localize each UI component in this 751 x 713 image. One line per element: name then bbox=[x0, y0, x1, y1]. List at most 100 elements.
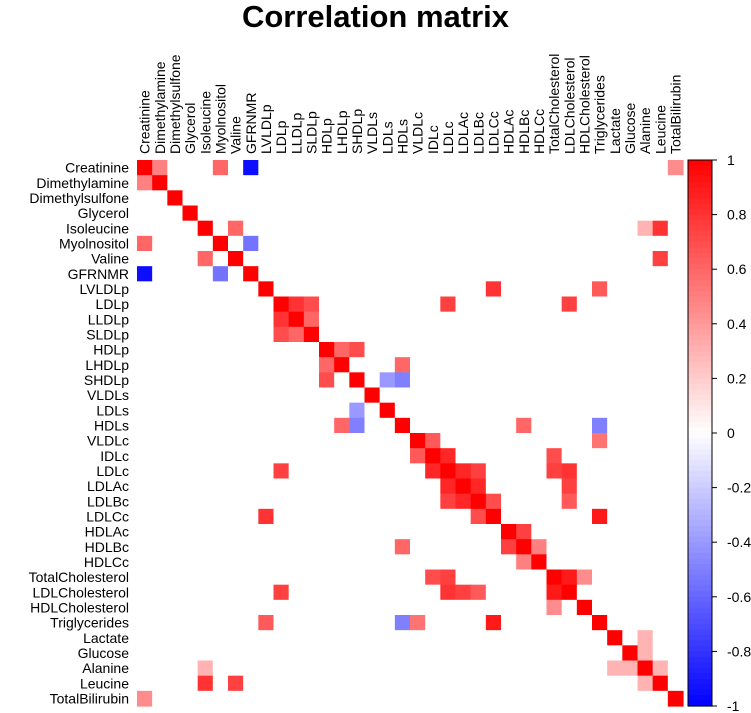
heatmap-cell bbox=[394, 645, 411, 662]
heatmap-cell bbox=[652, 281, 669, 298]
colorbar-step bbox=[688, 225, 712, 232]
heatmap-cell bbox=[182, 387, 199, 404]
heatmap-cell bbox=[243, 675, 259, 692]
heatmap-cell bbox=[394, 402, 411, 419]
heatmap-cell bbox=[364, 645, 381, 662]
heatmap-cell bbox=[546, 387, 563, 404]
heatmap-cell bbox=[592, 463, 608, 480]
heatmap-cell bbox=[592, 660, 608, 677]
heatmap-cell bbox=[137, 539, 153, 555]
heatmap-cell bbox=[197, 554, 214, 571]
heatmap-cell bbox=[379, 190, 396, 207]
heatmap-cell bbox=[440, 675, 457, 692]
heatmap-cell bbox=[273, 205, 290, 222]
heatmap-cell bbox=[622, 569, 639, 586]
colorbar-step bbox=[688, 700, 712, 707]
heatmap-cell bbox=[394, 342, 411, 358]
heatmap-cell bbox=[212, 175, 229, 191]
heatmap-cell bbox=[485, 463, 502, 480]
heatmap-cell bbox=[379, 175, 396, 191]
colorbar-step bbox=[688, 367, 712, 374]
heatmap-cell bbox=[152, 493, 168, 510]
heatmap-cell bbox=[349, 569, 366, 586]
heatmap-cell bbox=[576, 660, 593, 677]
heatmap-cell bbox=[212, 296, 229, 313]
colorbar-step bbox=[688, 542, 712, 549]
heatmap-cell bbox=[455, 417, 472, 434]
heatmap-cell bbox=[440, 205, 457, 222]
colorbar-step bbox=[688, 263, 712, 270]
heatmap-cell bbox=[228, 660, 244, 677]
heatmap-cell bbox=[637, 508, 654, 525]
heatmap-cell bbox=[243, 584, 259, 601]
colorbar-tick-label: -0.8 bbox=[727, 643, 751, 659]
heatmap-cell bbox=[197, 326, 214, 343]
heatmap-cell bbox=[531, 675, 548, 692]
heatmap-cell bbox=[592, 599, 608, 616]
heatmap-cell bbox=[667, 463, 684, 480]
heatmap-cell bbox=[243, 493, 259, 510]
heatmap-cell bbox=[243, 357, 259, 373]
heatmap-cell bbox=[455, 433, 472, 449]
row-label: Leucine bbox=[80, 675, 129, 691]
heatmap-cell bbox=[182, 433, 199, 449]
heatmap-cell bbox=[516, 281, 532, 298]
heatmap-cell bbox=[394, 372, 411, 389]
heatmap-cell bbox=[440, 584, 457, 601]
heatmap-cell bbox=[197, 220, 214, 237]
heatmap-cell bbox=[228, 524, 244, 540]
heatmap-cell bbox=[137, 433, 153, 449]
heatmap-cell bbox=[319, 205, 335, 222]
colorbar-step bbox=[688, 285, 712, 292]
heatmap-cell bbox=[182, 251, 199, 267]
column-label: VLDLc bbox=[410, 112, 426, 154]
heatmap-cell bbox=[516, 311, 532, 328]
colorbar-step bbox=[688, 247, 712, 254]
heatmap-cell bbox=[501, 569, 517, 586]
heatmap-cell bbox=[349, 554, 366, 571]
heatmap-cell bbox=[212, 417, 229, 434]
heatmap-cell bbox=[288, 326, 305, 343]
column-label: HDLAc bbox=[501, 110, 517, 154]
colorbar-step bbox=[688, 525, 712, 532]
heatmap-cell bbox=[576, 266, 593, 282]
colorbar-step bbox=[688, 509, 712, 516]
heatmap-cell bbox=[394, 190, 411, 207]
heatmap-cell bbox=[440, 311, 457, 328]
row-label: Valine bbox=[91, 251, 129, 267]
heatmap-cell bbox=[303, 433, 320, 449]
heatmap-cell bbox=[546, 357, 563, 373]
heatmap-cell bbox=[501, 372, 517, 389]
heatmap-cell bbox=[607, 448, 623, 464]
heatmap-cell bbox=[652, 190, 669, 207]
heatmap-cell bbox=[334, 160, 350, 176]
heatmap-cell bbox=[212, 160, 229, 176]
heatmap-cell bbox=[652, 675, 669, 692]
column-label: LHDLp bbox=[334, 110, 350, 154]
heatmap-cell bbox=[258, 554, 275, 571]
heatmap-cell bbox=[212, 311, 229, 328]
colorbar-step bbox=[688, 520, 712, 527]
column-label: Myolnositol bbox=[212, 84, 228, 154]
heatmap-cell bbox=[364, 357, 381, 373]
colorbar-step bbox=[688, 291, 712, 298]
heatmap-cell bbox=[592, 645, 608, 662]
heatmap-cell bbox=[607, 615, 623, 631]
heatmap-cell bbox=[273, 524, 290, 540]
heatmap-cell bbox=[637, 175, 654, 191]
heatmap-cell bbox=[243, 645, 259, 662]
heatmap-cell bbox=[531, 417, 548, 434]
heatmap-cell bbox=[379, 615, 396, 631]
heatmap-cell bbox=[440, 402, 457, 419]
heatmap-cell bbox=[212, 630, 229, 646]
heatmap-cell bbox=[607, 266, 623, 282]
heatmap-cell bbox=[410, 448, 426, 464]
row-label: HDLCc bbox=[84, 554, 129, 570]
heatmap-cell bbox=[349, 175, 366, 191]
heatmap-cell bbox=[592, 690, 608, 707]
row-label: Myolnositol bbox=[59, 235, 129, 251]
colorbar-step bbox=[688, 493, 712, 500]
heatmap-cell bbox=[394, 281, 411, 298]
chart-title: Correlation matrix bbox=[241, 0, 509, 34]
row-label: Dimethylsulfone bbox=[29, 190, 129, 206]
